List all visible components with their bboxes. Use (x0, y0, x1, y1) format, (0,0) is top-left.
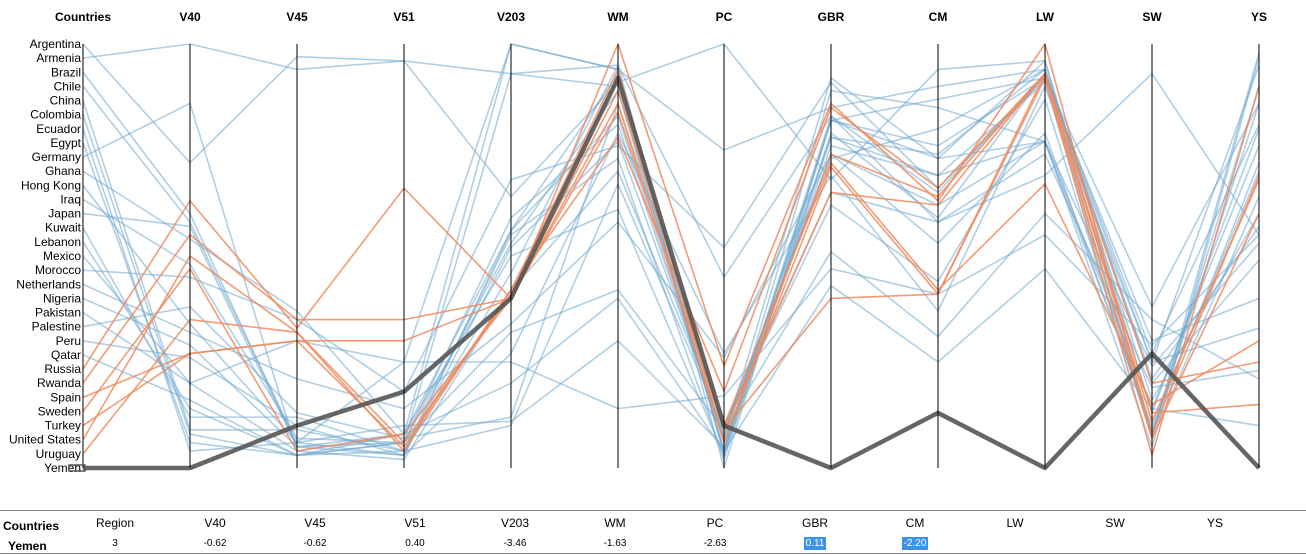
axis-title-wm[interactable]: WM (607, 10, 628, 24)
axis-title-ys[interactable]: YS (1251, 10, 1267, 24)
category-label-lebanon: Lebanon (34, 235, 81, 249)
summary-header-v203: V203 (500, 516, 530, 530)
summary-header-ys: YS (1206, 516, 1223, 530)
summary-value-gbr-text: 0.11 (803, 537, 827, 550)
axis-title-v45[interactable]: V45 (286, 10, 308, 24)
axis-title-lw[interactable]: LW (1036, 10, 1055, 24)
summary-header-v40: V40 (204, 516, 226, 530)
summary-value-v40: -0.62 (203, 538, 227, 549)
category-label-united-states: United States (9, 433, 81, 447)
summary-header-v51: V51 (404, 516, 426, 530)
series-lines (82, 43, 1261, 471)
parallel-coordinates-chart[interactable]: Countries V40 V45 V51 V203 WM PC GBR CM LW SW YS Ar… (0, 0, 1306, 510)
series-line-sweden[interactable] (82, 77, 1260, 457)
axis-title-v51[interactable]: V51 (393, 10, 415, 24)
summary-value-v51: 0.40 (405, 538, 425, 549)
category-label-uruguay: Uruguay (36, 447, 81, 461)
axis-title-cm[interactable]: CM (929, 10, 948, 24)
axis-title-pc[interactable]: PC (716, 10, 733, 24)
summary-value-pc: -2.63 (703, 538, 727, 549)
summary-value-cm-text: -2.20 (901, 537, 929, 550)
category-label-hong-kong: Hong Kong (21, 178, 81, 192)
series-line-japan[interactable] (82, 140, 1260, 457)
category-label-sweden: Sweden (38, 404, 81, 418)
category-label-russia: Russia (44, 362, 81, 376)
category-label-turkey: Turkey (45, 419, 81, 433)
summary-header-pc: PC (706, 516, 724, 530)
category-label-egypt: Egypt (50, 136, 81, 150)
category-label-brazil: Brazil (51, 65, 81, 79)
series-line-yemen[interactable] (83, 75, 1261, 471)
axis-title-sw[interactable]: SW (1142, 10, 1162, 24)
series-line-qatar[interactable] (82, 267, 1260, 457)
countries-axis-title[interactable]: Countries (55, 10, 111, 24)
category-label-rwanda: Rwanda (37, 376, 81, 390)
category-label-nigeria: Nigeria (43, 291, 81, 305)
series-line-pakistan[interactable] (82, 98, 1260, 461)
category-label-germany: Germany (32, 150, 81, 164)
category-label-colombia: Colombia (30, 108, 81, 122)
category-label-argentina: Argentina (30, 37, 82, 51)
summary-header-countries: Countries (3, 519, 60, 533)
category-labels: ArgentinaArmeniaBrazilChileChinaColombia… (9, 37, 86, 475)
series-line-ecuador[interactable] (82, 115, 1260, 457)
category-label-chile: Chile (54, 79, 82, 93)
category-label-japan: Japan (48, 207, 81, 221)
selected-category-marker (68, 464, 86, 472)
category-label-armenia: Armenia (36, 51, 81, 65)
category-label-mexico: Mexico (43, 249, 81, 263)
series-line-mexico[interactable] (82, 234, 1260, 410)
category-label-ghana: Ghana (45, 164, 81, 178)
summary-value-cm: -2.20 (875, 537, 955, 550)
summary-value-wm: -1.63 (603, 538, 627, 549)
axis-title-v40[interactable]: V40 (179, 10, 201, 24)
category-label-ecuador: Ecuador (36, 122, 81, 136)
summary-value-v45: -0.62 (303, 538, 327, 549)
selection-summary: Countries Yemen Region 3 V40 -0.62 V45 -… (0, 510, 1306, 556)
series-line-argentina[interactable] (82, 43, 1260, 279)
summary-value-gbr: 0.11 (775, 537, 855, 550)
series-line-united-states[interactable] (82, 72, 1260, 452)
category-label-kuwait: Kuwait (45, 221, 82, 235)
category-label-qatar: Qatar (51, 348, 81, 362)
category-label-peru: Peru (56, 334, 81, 348)
summary-header-v45: V45 (304, 516, 326, 530)
summary-bottom-divider (0, 553, 1306, 554)
category-label-yemen: Yemen (44, 461, 81, 475)
series-line-morocco[interactable] (82, 77, 1260, 393)
summary-country-name: Yemen (8, 539, 47, 553)
summary-header-sw: SW (1105, 516, 1125, 530)
summary-header-gbr: GBR (801, 516, 828, 530)
category-label-morocco: Morocco (35, 263, 81, 277)
summary-value-region: 3 (112, 538, 118, 549)
category-label-pakistan: Pakistan (35, 306, 81, 320)
axes: Countries V40 V45 V51 V203 WM PC GBR CM LW SW YS (55, 10, 1267, 468)
category-label-china: China (50, 94, 82, 108)
series-line-nigeria[interactable] (82, 212, 1260, 448)
axis-title-v203[interactable]: V203 (497, 10, 525, 24)
axis-title-gbr[interactable]: GBR (818, 10, 845, 24)
category-label-spain: Spain (50, 390, 81, 404)
series-line-netherlands[interactable] (82, 132, 1260, 431)
summary-header-wm: WM (604, 516, 626, 530)
summary-header-region: Region (95, 516, 135, 530)
summary-header-lw: LW (1006, 516, 1024, 530)
series-line-russia[interactable] (82, 43, 1260, 435)
summary-value-v203: -3.46 (503, 538, 527, 549)
summary-header-cm: CM (905, 516, 925, 530)
category-label-palestine: Palestine (32, 320, 82, 334)
category-label-netherlands: Netherlands (16, 277, 81, 291)
category-label-iraq: Iraq (60, 192, 81, 206)
